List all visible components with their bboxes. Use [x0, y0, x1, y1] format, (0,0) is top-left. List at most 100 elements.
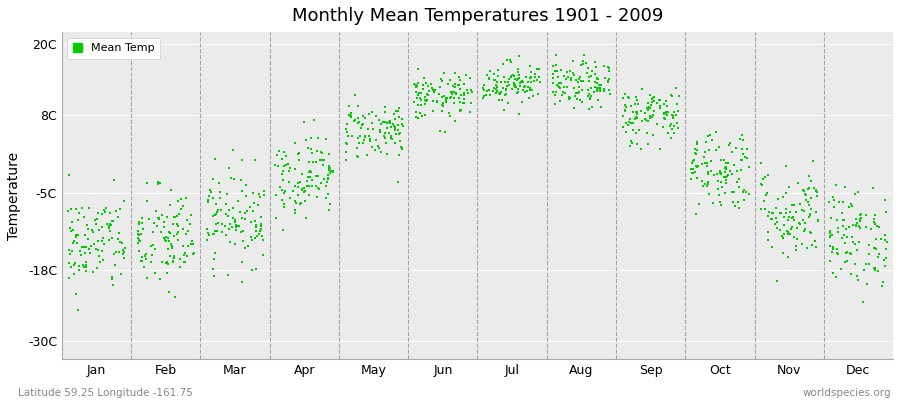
Point: [590, 88, 604, 94]
Point: [292, 201, 307, 207]
Point: [698, 138, 713, 145]
Point: [659, 108, 673, 115]
Point: [792, 220, 806, 226]
Point: [588, 71, 602, 78]
Point: [735, 151, 750, 157]
Point: [298, 188, 312, 194]
Point: [845, 203, 859, 210]
Point: [153, 276, 167, 282]
Point: [497, 106, 511, 113]
Point: [254, 220, 268, 227]
Point: [297, 184, 311, 191]
Point: [823, 229, 837, 236]
Point: [731, 199, 745, 205]
Point: [825, 194, 840, 200]
Point: [871, 254, 886, 261]
Point: [626, 126, 641, 133]
Point: [244, 234, 258, 240]
Point: [170, 231, 184, 237]
Point: [111, 236, 125, 242]
Point: [618, 108, 633, 114]
Point: [464, 89, 479, 96]
Point: [116, 254, 130, 261]
Point: [277, 201, 292, 207]
Point: [145, 252, 159, 258]
Point: [872, 224, 886, 230]
Point: [363, 136, 377, 142]
Point: [457, 96, 472, 102]
Point: [288, 210, 302, 216]
Point: [326, 169, 340, 176]
Point: [113, 239, 128, 245]
Point: [94, 238, 109, 244]
Point: [446, 83, 461, 89]
Point: [716, 184, 730, 191]
Point: [420, 97, 435, 103]
Point: [580, 92, 595, 99]
Point: [448, 70, 463, 76]
Point: [570, 76, 584, 83]
Point: [360, 152, 374, 159]
Point: [630, 109, 644, 116]
Point: [773, 210, 788, 216]
Point: [842, 250, 857, 257]
Point: [165, 245, 179, 251]
Point: [135, 254, 149, 260]
Point: [309, 159, 323, 166]
Point: [63, 224, 77, 231]
Point: [657, 114, 671, 121]
Point: [622, 94, 636, 101]
Point: [238, 244, 252, 251]
Point: [713, 168, 727, 174]
Point: [616, 95, 631, 102]
Point: [339, 140, 354, 146]
Point: [316, 162, 330, 168]
Point: [667, 109, 681, 115]
Point: [179, 194, 194, 201]
Point: [550, 67, 564, 74]
Point: [220, 191, 234, 197]
Point: [618, 101, 633, 108]
Point: [131, 230, 146, 237]
Point: [824, 214, 838, 221]
Point: [435, 78, 449, 84]
Point: [670, 125, 685, 131]
Point: [877, 256, 891, 263]
Point: [568, 92, 582, 99]
Point: [388, 127, 402, 133]
Point: [226, 214, 240, 221]
Point: [482, 74, 497, 81]
Point: [187, 250, 202, 257]
Point: [452, 95, 466, 101]
Point: [518, 74, 533, 80]
Point: [692, 201, 706, 207]
Point: [369, 113, 383, 120]
Point: [789, 208, 804, 215]
Point: [445, 90, 459, 96]
Point: [640, 130, 654, 137]
Point: [695, 161, 709, 167]
Point: [314, 179, 328, 186]
Point: [361, 126, 375, 133]
Point: [339, 141, 354, 148]
Point: [705, 137, 719, 143]
Point: [714, 202, 728, 208]
Point: [500, 83, 514, 89]
Point: [769, 214, 783, 221]
Point: [109, 208, 123, 214]
Point: [411, 102, 426, 108]
Point: [498, 78, 512, 85]
Point: [439, 98, 454, 105]
Point: [803, 229, 817, 235]
Point: [874, 236, 888, 242]
Point: [341, 132, 356, 139]
Point: [764, 216, 778, 222]
Point: [523, 75, 537, 81]
Point: [364, 138, 378, 144]
Point: [105, 218, 120, 224]
Point: [698, 181, 712, 187]
Point: [582, 94, 597, 101]
Point: [418, 97, 433, 104]
Point: [246, 266, 260, 273]
Point: [838, 258, 852, 265]
